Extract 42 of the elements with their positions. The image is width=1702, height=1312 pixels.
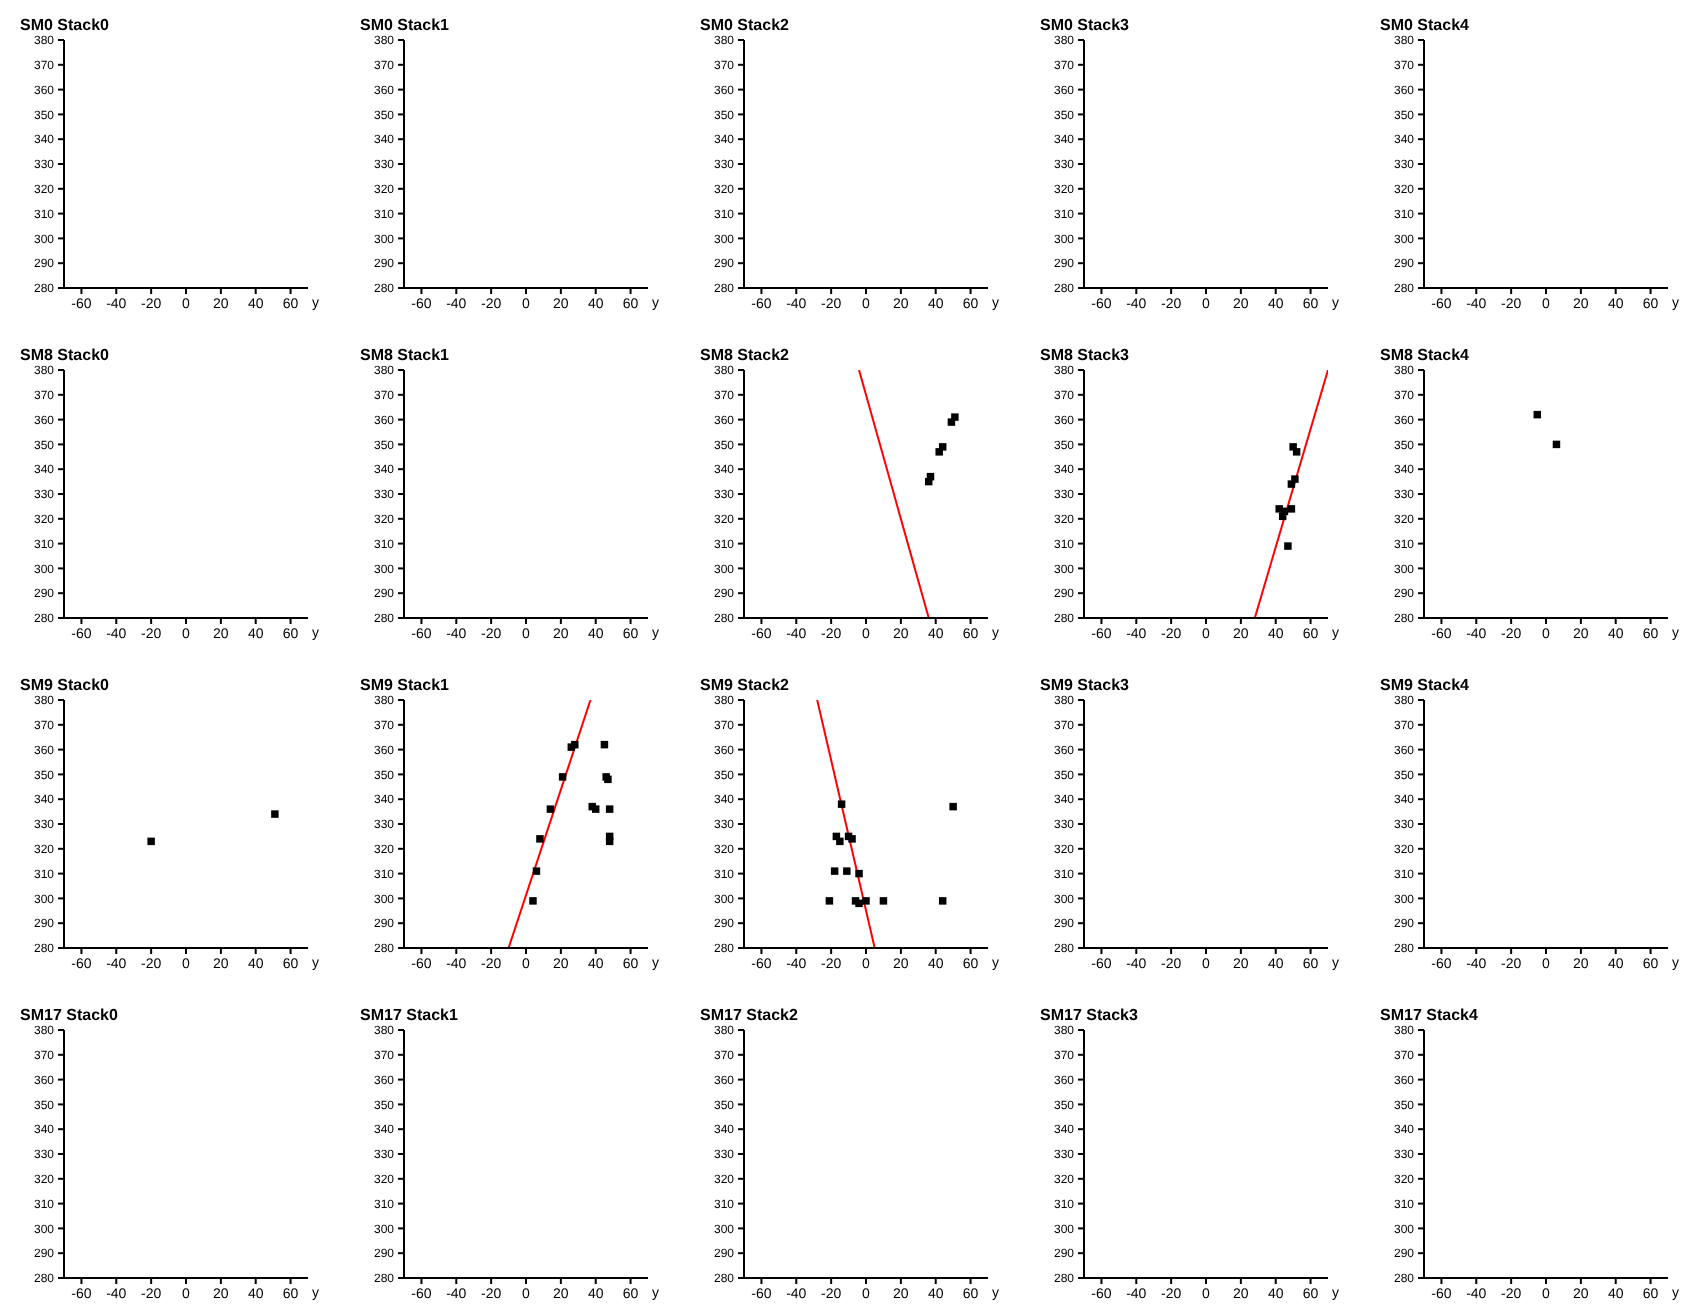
point bbox=[1292, 448, 1301, 456]
chart-title: SM17 Stack1 bbox=[360, 1006, 458, 1024]
chart-title: SM0 Stack3 bbox=[1040, 16, 1129, 34]
chart-title: SM9 Stack2 bbox=[700, 676, 789, 694]
chart-title: SM8 Stack4 bbox=[1380, 346, 1469, 364]
chart-title: SM0 Stack2 bbox=[700, 16, 789, 34]
point bbox=[843, 867, 851, 875]
chart-title: SM0 Stack4 bbox=[1380, 16, 1469, 34]
point bbox=[855, 869, 863, 878]
point bbox=[938, 897, 947, 905]
point bbox=[536, 835, 544, 843]
point bbox=[830, 867, 839, 875]
point bbox=[1284, 542, 1292, 550]
point bbox=[949, 802, 957, 811]
point bbox=[529, 897, 537, 905]
point bbox=[951, 413, 959, 421]
chart-title: SM8 Stack3 bbox=[1040, 346, 1129, 364]
point bbox=[1287, 505, 1296, 513]
point bbox=[558, 773, 567, 781]
chart-title: SM9 Stack3 bbox=[1040, 676, 1129, 694]
chart-title: SM17 Stack3 bbox=[1040, 1006, 1138, 1024]
point bbox=[605, 805, 614, 813]
chart-title: SM17 Stack4 bbox=[1380, 1006, 1478, 1024]
point bbox=[825, 897, 834, 905]
chart-title: SM9 Stack4 bbox=[1380, 676, 1469, 694]
point bbox=[546, 805, 555, 813]
point bbox=[532, 867, 541, 875]
point bbox=[836, 837, 844, 846]
chart-title: SM8 Stack1 bbox=[360, 346, 449, 364]
chart-title: SM17 Stack2 bbox=[700, 1006, 798, 1024]
chart-title: SM0 Stack1 bbox=[360, 16, 449, 34]
chart-title: SM8 Stack0 bbox=[20, 346, 109, 364]
point bbox=[879, 897, 888, 905]
point bbox=[938, 443, 947, 451]
chart-title: SM0 Stack0 bbox=[20, 16, 109, 34]
chart-title: SM17 Stack0 bbox=[20, 1006, 118, 1024]
point bbox=[837, 800, 846, 808]
chart-title: SM8 Stack2 bbox=[700, 346, 789, 364]
chart-title: SM9 Stack1 bbox=[360, 676, 449, 694]
chart-title: SM9 Stack0 bbox=[20, 676, 109, 694]
point bbox=[1291, 475, 1299, 483]
point bbox=[862, 897, 870, 905]
